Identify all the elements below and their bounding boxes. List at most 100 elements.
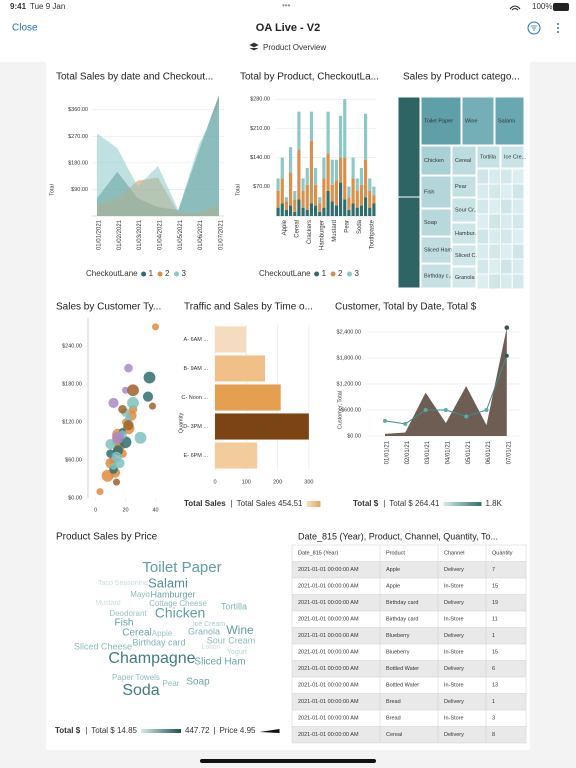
word[interactable]: Ice Cream	[193, 621, 225, 628]
treemap-tile[interactable]	[420, 175, 452, 209]
word[interactable]: Apple	[152, 629, 173, 638]
treemap-tile[interactable]	[476, 228, 490, 245]
treemap-tile[interactable]	[511, 228, 525, 245]
bar-segment	[347, 186, 351, 198]
word[interactable]: Sour Cream	[207, 635, 256, 645]
word[interactable]: Fish	[115, 618, 134, 629]
word[interactable]: Yogurt	[227, 649, 247, 656]
treemap-tile[interactable]	[488, 228, 501, 245]
treemap-tile[interactable]	[476, 145, 501, 169]
treemap-tile[interactable]	[511, 243, 525, 260]
table-cell: 2021-01-01 00:00:00 AM	[298, 650, 359, 656]
more-button[interactable]	[557, 23, 559, 33]
bar[interactable]	[215, 326, 247, 353]
filter-button[interactable]	[527, 21, 541, 35]
treemap-tile[interactable]	[488, 243, 501, 260]
bar-segment	[343, 157, 347, 200]
treemap-tile[interactable]	[397, 96, 421, 198]
word[interactable]: Sliced Cheese	[74, 641, 132, 651]
legend-title: CheckoutLane	[259, 269, 311, 278]
treemap-tile[interactable]	[420, 208, 452, 237]
treemap-tile[interactable]	[488, 273, 501, 290]
treemap-tile[interactable]	[500, 258, 513, 275]
bar-segment	[355, 207, 359, 216]
word[interactable]: Salami	[148, 575, 188, 590]
treemap-tile[interactable]	[476, 243, 490, 260]
treemap-tile[interactable]	[476, 258, 490, 275]
word[interactable]: Wine	[226, 623, 254, 637]
treemap-tile[interactable]	[500, 243, 513, 260]
word[interactable]: Birthday card	[132, 637, 185, 647]
tile-label: Cereal	[455, 158, 471, 164]
word[interactable]: Cereal	[122, 628, 151, 639]
word[interactable]: Soap	[186, 677, 210, 688]
treemap-tile[interactable]	[420, 96, 462, 146]
treemap-tile[interactable]	[476, 273, 490, 290]
close-button[interactable]: Close	[12, 23, 38, 34]
treemap-tile[interactable]	[511, 168, 525, 185]
treemap-tile[interactable]	[500, 213, 513, 230]
legend-swatch	[141, 271, 147, 277]
word[interactable]: Lotion	[201, 644, 220, 651]
word[interactable]: Paper Towels	[112, 673, 160, 682]
treemap-tile[interactable]	[511, 273, 525, 290]
treemap-tile[interactable]	[488, 168, 501, 185]
treemap-tile[interactable]	[500, 145, 525, 169]
treemap-tile[interactable]	[451, 145, 477, 176]
treemap-tile[interactable]	[451, 197, 477, 223]
treemap-tile[interactable]	[451, 175, 477, 198]
bar[interactable]	[215, 384, 281, 411]
treemap-tile[interactable]	[494, 96, 525, 146]
word[interactable]: Mayo	[130, 590, 150, 599]
treemap-tile[interactable]	[488, 198, 501, 215]
word[interactable]: Soda	[122, 682, 159, 699]
treemap-tile[interactable]	[397, 196, 421, 289]
treemap-tile[interactable]	[476, 198, 490, 215]
column-header: Quantity	[492, 551, 513, 557]
treemap-tile[interactable]	[488, 183, 501, 200]
word[interactable]: Hamburger	[150, 589, 195, 599]
word[interactable]: Granola	[188, 626, 220, 636]
word[interactable]: Cottage Cheese	[149, 599, 207, 608]
treemap-tile[interactable]	[451, 266, 477, 289]
treemap-tile[interactable]	[511, 198, 525, 215]
bar[interactable]	[215, 355, 266, 382]
treemap-tile[interactable]	[461, 96, 495, 146]
word[interactable]: Deodorant	[109, 609, 147, 618]
word[interactable]: Tortilla	[221, 601, 247, 611]
status-battery: 100%	[532, 2, 552, 11]
treemap-tile[interactable]	[420, 236, 452, 264]
treemap-tile[interactable]	[476, 213, 490, 230]
x-tick-label: Pear	[344, 220, 350, 233]
word[interactable]: Chicken	[155, 605, 206, 621]
word[interactable]: Taco Seasoning	[98, 580, 148, 587]
treemap-tile[interactable]	[488, 258, 501, 275]
legend-title: Total Sales	[184, 499, 226, 508]
word[interactable]: Toilet Paper	[142, 559, 221, 576]
treemap-tile[interactable]	[500, 183, 513, 200]
treemap-tile[interactable]	[511, 213, 525, 230]
treemap-tile[interactable]	[500, 168, 513, 185]
treemap-tile[interactable]	[511, 258, 525, 275]
word[interactable]: Pear	[163, 679, 180, 688]
y-tick-label: $180.00	[62, 381, 82, 387]
treemap-tile[interactable]	[500, 273, 513, 290]
treemap-tile[interactable]	[420, 263, 452, 289]
treemap-tile[interactable]	[488, 213, 501, 230]
treemap-tile[interactable]	[451, 244, 477, 267]
bar[interactable]	[215, 413, 309, 440]
bar[interactable]	[215, 442, 258, 469]
treemap-tile[interactable]	[451, 222, 477, 245]
word[interactable]: Mustard	[95, 600, 120, 607]
word[interactable]: Sliced Ham	[194, 657, 245, 668]
treemap-tile[interactable]	[500, 228, 513, 245]
screen-subtitle[interactable]: Product Overview	[263, 43, 326, 52]
treemap-tile[interactable]	[476, 168, 490, 185]
treemap-tile[interactable]	[476, 183, 490, 200]
word[interactable]: Champagne	[108, 650, 195, 667]
table-cell: In-Store	[444, 650, 464, 656]
treemap-tile[interactable]	[500, 198, 513, 215]
treemap-tile[interactable]	[420, 145, 452, 176]
treemap-tile[interactable]	[511, 183, 525, 200]
